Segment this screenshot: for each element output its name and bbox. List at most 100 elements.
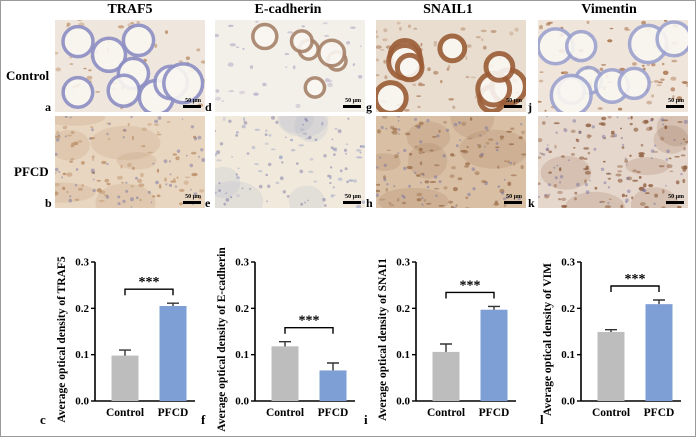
scale-bar-label: 50 μm: [185, 98, 201, 104]
scale-bar-line: [666, 201, 684, 204]
column-title-e-cadherin: E-cadherin: [254, 2, 322, 17]
error-bar: [653, 299, 665, 305]
y-tick-label: 0.0: [235, 396, 249, 408]
bar-pfcd: [319, 370, 347, 401]
scale-bar-line: [183, 201, 201, 204]
significance-bracket: [610, 285, 660, 292]
significance-bracket: [284, 326, 334, 334]
scale-bar-line: [343, 105, 361, 108]
scale-bar: 50 μm: [666, 194, 684, 204]
ihc-micrograph-vimentin-control: 50 μm: [538, 20, 688, 112]
y-axis-label: Average optical density of VIM: [542, 263, 554, 416]
x-tick-label: PFCD: [158, 407, 189, 419]
micrograph-image: [376, 116, 526, 208]
panel-letter: b: [45, 196, 52, 210]
ihc-micrograph-traf5-pfcd: 50 μm: [55, 116, 205, 208]
scale-bar: 50 μm: [504, 98, 522, 108]
scale-bar-label: 50 μm: [185, 194, 201, 200]
x-tick-label: PFCD: [318, 407, 349, 419]
y-tick-label: 0.1: [561, 349, 575, 361]
y-tick-label: 0.1: [235, 349, 249, 361]
scale-bar-line: [343, 201, 361, 204]
error-bar: [167, 302, 179, 307]
y-tick-label: 0.3: [75, 257, 89, 269]
significance-stars: ***: [460, 278, 481, 293]
y-tick-label: 0.2: [235, 303, 249, 315]
column-title-snail1: SNAIL1: [423, 2, 473, 17]
error-bar: [440, 343, 452, 352]
significance-bracket: [124, 288, 174, 296]
x-tick-label: Control: [266, 407, 304, 419]
error-bar: [327, 362, 339, 371]
ihc-micrograph-snail1-pfcd: 50 μm: [376, 116, 526, 208]
bar-control: [271, 346, 299, 401]
micrograph-image: [538, 20, 688, 112]
scale-bar: 50 μm: [183, 194, 201, 204]
y-tick-label: 0.3: [561, 257, 575, 269]
x-tick-label: Control: [427, 407, 465, 419]
panel-letter: d: [205, 100, 212, 114]
y-axis-label: Average optical density of TRAF5: [56, 256, 68, 423]
panel-letter: h: [366, 196, 373, 210]
micrograph-image: [55, 116, 205, 208]
bar-control: [111, 355, 139, 401]
scale-bar-line: [504, 105, 522, 108]
error-bar: [605, 328, 617, 332]
micrograph-image: [215, 20, 365, 112]
x-tick-label: Control: [592, 407, 630, 419]
scale-bar-label: 50 μm: [345, 194, 361, 200]
ihc-micrograph-snail1-control: 50 μm: [376, 20, 526, 112]
error-bar: [488, 305, 500, 310]
scale-bar: 50 μm: [183, 98, 201, 108]
scale-bar: 50 μm: [343, 194, 361, 204]
scale-bar: 50 μm: [666, 98, 684, 108]
chart-panel-letter: l: [540, 412, 544, 427]
y-tick-label: 0.2: [396, 303, 410, 315]
scale-bar-label: 50 μm: [345, 98, 361, 104]
x-tick-label: PFCD: [644, 407, 675, 419]
y-tick-label: 0.3: [396, 257, 410, 269]
y-tick-label: 0.1: [75, 349, 89, 361]
ihc-micrograph-e-cadherin-pfcd: 50 μm: [215, 116, 365, 208]
scale-bar: 50 μm: [343, 98, 361, 108]
scale-bar-label: 50 μm: [668, 194, 684, 200]
y-tick-label: 0.0: [561, 396, 575, 408]
significance-stars: ***: [299, 314, 320, 329]
y-tick-label: 0.0: [75, 396, 89, 408]
bar-pfcd: [645, 304, 673, 401]
scale-bar-line: [666, 105, 684, 108]
y-tick-label: 0.2: [561, 303, 575, 315]
chart-panel-letter: i: [364, 412, 368, 427]
scale-bar: 50 μm: [504, 194, 522, 204]
x-tick-label: PFCD: [479, 407, 510, 419]
y-tick-label: 0.1: [396, 349, 410, 361]
scale-bar-label: 50 μm: [668, 98, 684, 104]
bar-control: [597, 331, 625, 401]
micrograph-image: [376, 20, 526, 112]
panel-letter: a: [45, 100, 51, 114]
scale-bar-label: 50 μm: [506, 194, 522, 200]
row-label-control: Control: [6, 68, 50, 83]
chart-panel-letter: f: [201, 412, 206, 427]
x-tick-label: Control: [106, 407, 144, 419]
scale-bar-label: 50 μm: [506, 98, 522, 104]
column-title-vimentin: Vimentin: [581, 2, 637, 17]
micrograph-image: [55, 20, 205, 112]
error-bar: [279, 340, 291, 347]
significance-stars: ***: [625, 272, 646, 287]
panel-letter: k: [528, 196, 535, 210]
panel-letter: j: [528, 100, 532, 114]
ihc-micrograph-e-cadherin-control: 50 μm: [215, 20, 365, 112]
y-tick-label: 0.0: [396, 396, 410, 408]
y-axis-label: Average optical density of SNAI1: [377, 258, 389, 421]
micrograph-image: [215, 116, 365, 208]
micrograph-image: [538, 116, 688, 208]
panel-letter: e: [205, 196, 211, 210]
column-title-traf5: TRAF5: [107, 2, 153, 17]
error-bar: [119, 349, 131, 356]
bar-pfcd: [159, 306, 187, 401]
scale-bar-line: [183, 105, 201, 108]
